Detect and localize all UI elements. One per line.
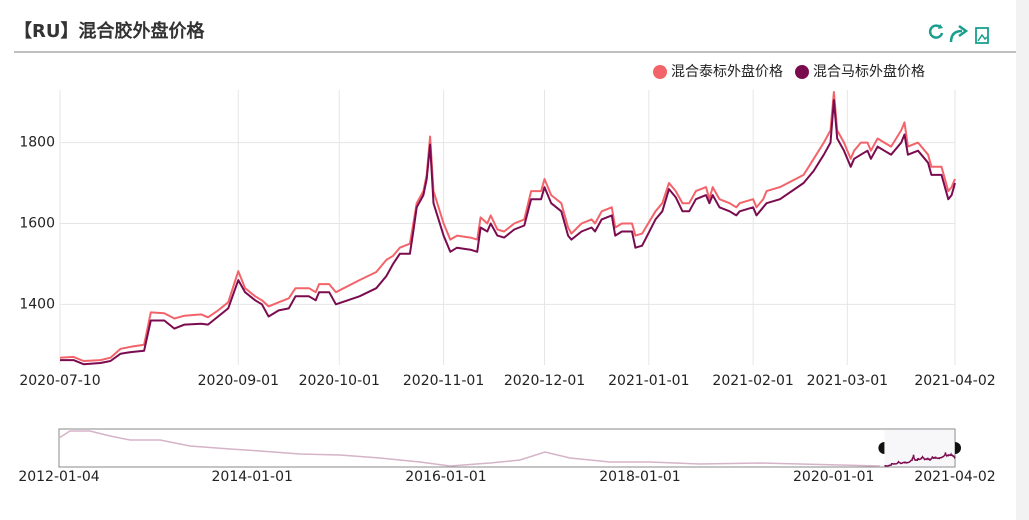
x-tick-label: 2020-11-01	[403, 373, 484, 389]
zoom-handle[interactable]	[955, 442, 961, 454]
x-tick-label: 2020-10-01	[299, 373, 380, 389]
zoom-tick-label: 2014-01-01	[212, 469, 293, 485]
y-tick-label: 1800	[19, 135, 55, 151]
save-icon[interactable]	[975, 27, 989, 44]
zoom-tick-label: 2018-01-01	[599, 469, 680, 485]
share-icon[interactable]	[949, 24, 969, 43]
zoom-tick-label: 2021-04-02	[914, 469, 995, 485]
y-tick-label: 1400	[19, 296, 55, 312]
x-tick-label: 2021-04-02	[914, 373, 995, 389]
x-tick-label: 2021-02-01	[712, 373, 793, 389]
x-tick-label: 2020-09-01	[198, 373, 279, 389]
zoom-tick-label: 2016-01-01	[405, 469, 486, 485]
x-tick-label: 2021-01-01	[608, 373, 689, 389]
x-tick-label: 2020-12-01	[504, 373, 585, 389]
y-tick-label: 1600	[19, 215, 55, 231]
refresh-icon[interactable]	[928, 24, 944, 39]
zoom-handle[interactable]	[878, 442, 885, 454]
zoom-tick-label: 2012-01-04	[18, 469, 99, 485]
legend-swatch	[653, 65, 667, 79]
series-line	[60, 99, 956, 366]
chart-title: 【RU】混合胶外盘价格	[14, 20, 205, 42]
series-line	[59, 91, 956, 362]
legend-swatch	[795, 65, 809, 79]
refresh-arrow[interactable]	[938, 24, 943, 29]
legend-label: 混合马标外盘价格	[813, 63, 925, 80]
zoom-tick-label: 2020-01-01	[793, 469, 874, 485]
zoom-overview	[58, 430, 881, 467]
toolbox[interactable]	[928, 24, 989, 44]
zoom-series-line	[884, 452, 956, 467]
save-icon-picture[interactable]	[977, 33, 988, 42]
x-tick-label: 2020-07-10	[19, 373, 100, 389]
x-tick-label: 2021-03-01	[807, 373, 888, 389]
zoom-window	[884, 429, 955, 467]
legend-label: 混合泰标外盘价格	[671, 63, 783, 80]
